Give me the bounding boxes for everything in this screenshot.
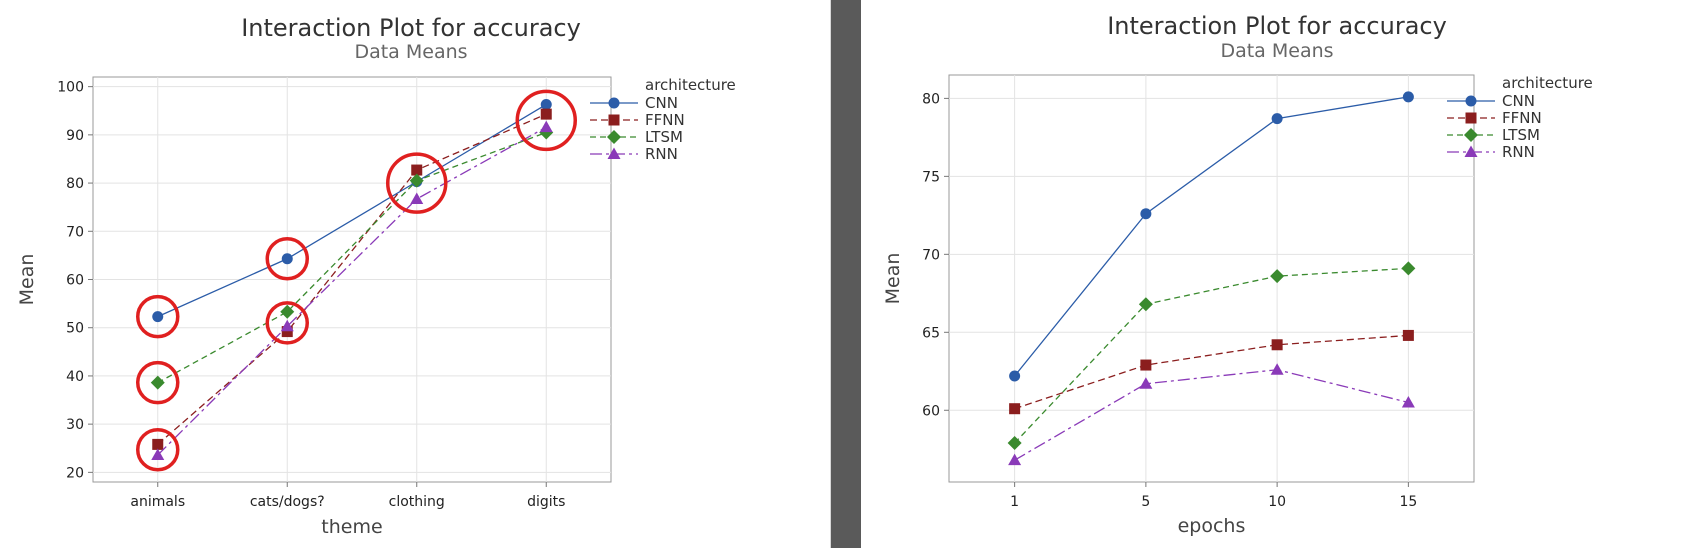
data-point-rnn — [410, 192, 424, 204]
x-tick-label: 15 — [1399, 494, 1417, 510]
highlight-circle — [515, 89, 577, 152]
y-tick-label: 100 — [57, 80, 84, 96]
data-point-cnn — [1140, 208, 1152, 220]
data-point-rnn — [151, 448, 165, 460]
series-line-ltsm — [1014, 267, 1409, 444]
legend-item-ltsm: LTSM — [1502, 126, 1540, 144]
data-point-rnn — [1270, 363, 1284, 375]
highlight-circle — [386, 152, 448, 214]
x-axis-label: theme — [321, 516, 382, 538]
data-point-ltsm — [1138, 297, 1153, 312]
data-point-rnn — [1401, 395, 1415, 408]
x-tick-label: animals — [130, 494, 185, 510]
highlight-circle — [265, 237, 309, 281]
series-line-rnn — [157, 126, 547, 456]
series-line-ltsm — [157, 131, 547, 384]
y-tick-label: 60 — [66, 273, 84, 289]
series-line-ffnn — [1014, 334, 1409, 410]
data-point-ffnn — [1140, 359, 1152, 371]
legend-marker-ffnn — [608, 114, 620, 126]
panel-divider — [831, 0, 861, 548]
data-point-ffnn — [1009, 403, 1021, 415]
data-point-cnn — [281, 253, 293, 265]
chart-title: Interaction Plot for accuracy — [1107, 12, 1447, 40]
chart-subtitle: Data Means — [354, 41, 467, 63]
y-tick-label: 20 — [66, 465, 84, 481]
y-axis-label: Mean — [16, 254, 38, 306]
data-point-rnn — [539, 120, 553, 133]
x-tick-label: 1 — [1010, 494, 1019, 510]
highlight-circle — [136, 294, 180, 339]
y-tick-label: 50 — [66, 321, 84, 337]
x-axis-label: epochs — [1178, 515, 1246, 537]
y-tick-label: 30 — [66, 417, 84, 433]
x-tick-label: clothing — [389, 494, 445, 510]
y-tick-label: 80 — [922, 91, 940, 107]
data-point-cnn — [1009, 370, 1021, 382]
data-point-cnn — [152, 311, 164, 323]
legend-item-ffnn: FFNN — [1502, 109, 1542, 127]
data-point-ltsm — [1401, 261, 1416, 276]
x-tick-label: digits — [527, 494, 565, 510]
data-point-ffnn — [540, 108, 552, 120]
data-point-rnn — [1139, 377, 1153, 389]
legend-marker-cnn — [608, 97, 620, 109]
data-point-ffnn — [1271, 339, 1283, 351]
series-line-rnn — [1014, 369, 1409, 461]
data-point-rnn — [1008, 453, 1022, 466]
data-point-cnn — [540, 98, 552, 110]
legend-item-cnn: CNN — [645, 94, 678, 112]
legend-item-ffnn: FFNN — [645, 111, 685, 129]
y-tick-label: 60 — [922, 403, 940, 419]
chart-panel-epochs: Interaction Plot for accuracy Data Means 6… — [862, 0, 1692, 548]
chart-title: Interaction Plot for accuracy — [241, 14, 581, 42]
data-point-ltsm — [280, 304, 295, 319]
data-point-ltsm — [150, 375, 165, 390]
legend-marker-cnn — [1465, 95, 1477, 107]
y-tick-label: 65 — [922, 325, 940, 341]
legend-item-rnn: RNN — [1502, 143, 1535, 161]
x-tick-label: cats/dogs? — [250, 494, 325, 510]
series-line-cnn — [1014, 96, 1409, 377]
x-tick-label: 10 — [1268, 494, 1286, 510]
data-point-ffnn — [411, 164, 423, 176]
y-tick-label: 90 — [66, 128, 84, 144]
data-point-ffnn — [1402, 329, 1414, 341]
series-line-ffnn — [157, 113, 547, 445]
y-axis-label: Mean — [882, 253, 904, 305]
chart-subtitle: Data Means — [1220, 40, 1333, 62]
legend-item-cnn: CNN — [1502, 92, 1535, 110]
data-point-ltsm — [1270, 269, 1285, 284]
legend-marker-rnn — [1464, 145, 1478, 157]
highlight-circle — [136, 360, 180, 405]
legend-title: architecture — [645, 76, 736, 94]
data-point-ltsm — [1007, 436, 1022, 451]
chart-panel-theme: Interaction Plot for accuracy Data Means 2… — [0, 0, 831, 548]
highlight-circle — [265, 301, 309, 345]
y-tick-label: 80 — [66, 176, 84, 192]
data-point-ffnn — [152, 438, 164, 450]
y-tick-label: 70 — [66, 224, 84, 240]
legend-marker-rnn — [607, 147, 621, 159]
y-tick-label: 70 — [922, 247, 940, 263]
data-point-ltsm — [409, 173, 424, 188]
legend-marker-ffnn — [1465, 112, 1477, 124]
series-line-cnn — [157, 103, 547, 318]
legend-item-rnn: RNN — [645, 145, 678, 163]
legend-title: architecture — [1502, 74, 1593, 92]
data-point-cnn — [1271, 113, 1283, 125]
legend-marker-ltsm — [1464, 128, 1478, 142]
data-point-cnn — [1402, 91, 1414, 103]
y-tick-label: 75 — [922, 169, 940, 185]
legend-item-ltsm: LTSM — [645, 128, 683, 146]
data-point-rnn — [280, 319, 294, 332]
data-point-ffnn — [281, 326, 293, 338]
highlight-circle — [136, 427, 180, 472]
x-tick-label: 5 — [1141, 494, 1150, 510]
plot-area — [948, 74, 1475, 483]
legend-marker-ltsm — [607, 130, 621, 144]
y-tick-label: 40 — [66, 369, 84, 385]
